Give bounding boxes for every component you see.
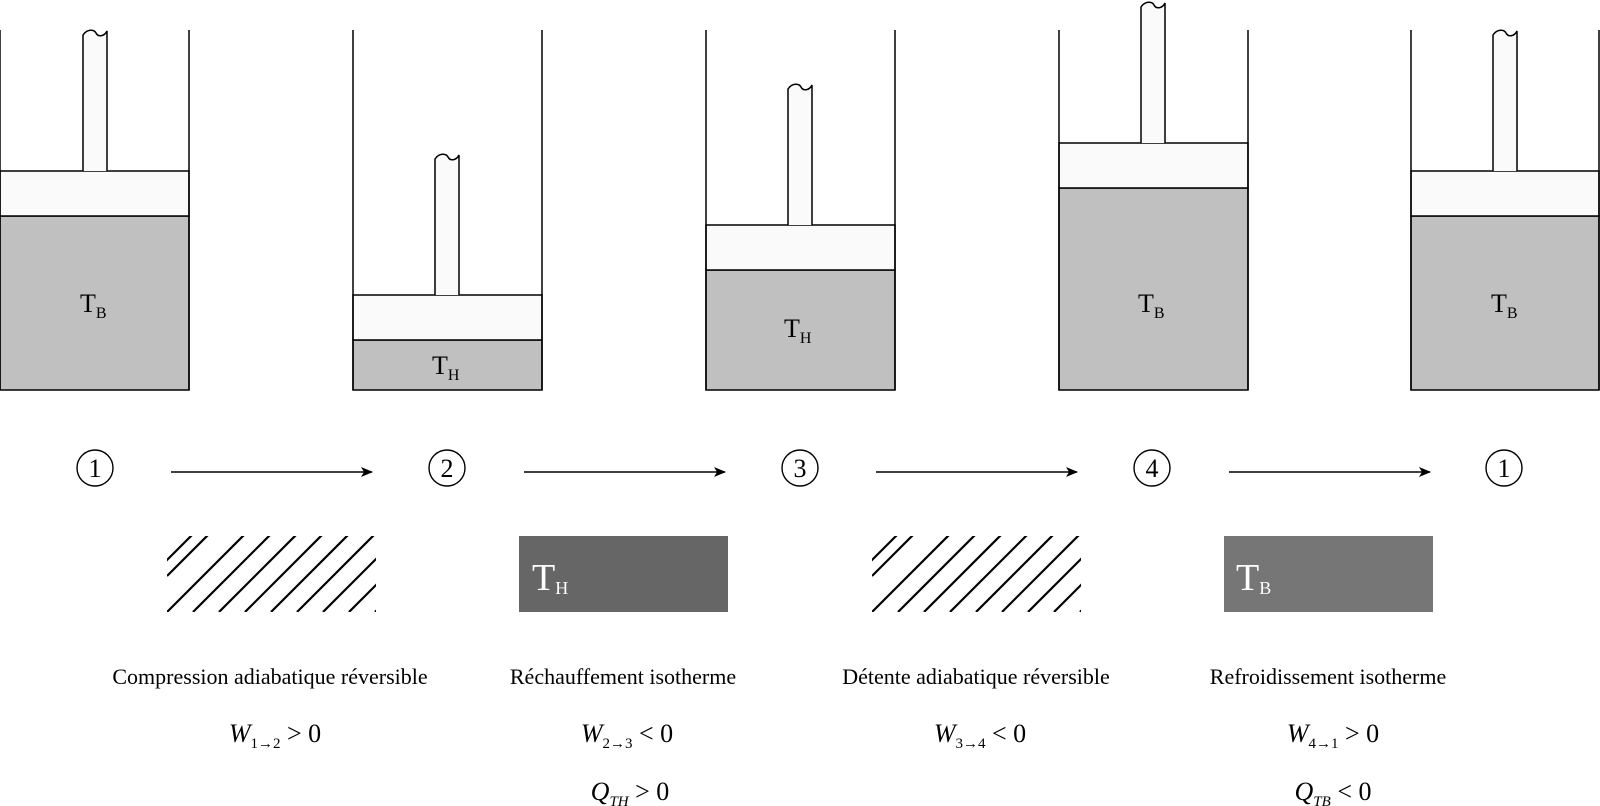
transformation-label-1-2: Compression adiabatique réversible <box>112 664 427 689</box>
state-marker-4: 4 <box>1133 449 1171 487</box>
transformation-label-4-1: Refroidissement isotherme <box>1210 664 1446 689</box>
heat-equation-2-3: QTH > 0 <box>591 777 670 806</box>
adiabatic-wall-hatch-3-4 <box>872 536 1081 612</box>
heat-relation: > 0 <box>629 777 670 806</box>
gas-volume <box>1058 187 1249 391</box>
gas-volume <box>0 215 190 391</box>
heat-subscript: TH <box>609 794 629 806</box>
work-subscript: 1→2 <box>251 736 281 752</box>
state-number: 2 <box>441 454 454 483</box>
work-relation: > 0 <box>281 719 322 748</box>
hot-reservoir-label: TH <box>532 557 568 599</box>
reservoir-subscript: H <box>555 578 568 598</box>
work-symbol: W <box>229 719 253 748</box>
piston <box>1410 170 1600 217</box>
work-equation-1-2: W1→2 > 0 <box>229 719 321 752</box>
temp-subscript: B <box>96 305 107 322</box>
work-relation: < 0 <box>633 719 674 748</box>
gas-temperature-label: TH <box>784 314 812 347</box>
piston-rod <box>82 29 108 171</box>
piston-rod <box>434 153 460 295</box>
piston <box>0 170 190 217</box>
cold-reservoir: TB <box>1224 536 1433 612</box>
state-marker-3: 3 <box>781 449 819 487</box>
state-number: 1 <box>89 454 102 483</box>
work-equation-2-3: W2→3 < 0 <box>581 719 673 752</box>
work-subscript: 3→4 <box>956 736 987 752</box>
gas-volume <box>705 269 896 391</box>
state-number: 4 <box>1146 454 1159 483</box>
hot-reservoir-block <box>519 536 728 612</box>
piston-rod <box>787 83 813 225</box>
piston <box>705 224 896 271</box>
state-circle <box>1133 449 1171 487</box>
work-relation: < 0 <box>986 719 1027 748</box>
temp-subscript: B <box>1154 305 1165 322</box>
work-relation: > 0 <box>1339 719 1380 748</box>
gas-temperature-label: TB <box>80 289 107 322</box>
cold-reservoir-block <box>1224 536 1433 612</box>
state-number: 3 <box>794 454 807 483</box>
state-marker-2: 2 <box>428 449 466 487</box>
hot-reservoir: TH <box>519 536 728 612</box>
work-symbol: W <box>581 719 605 748</box>
reservoir-symbol: T <box>1236 557 1259 599</box>
cylinder-state-4: TB <box>1058 1 1249 391</box>
transformation-label-3-4: Détente adiabatique réversible <box>842 664 1110 689</box>
work-subscript: 2→3 <box>603 736 633 752</box>
gas-temperature-label: TB <box>1491 289 1518 322</box>
temp-subscript: H <box>800 330 812 347</box>
adiabatic-wall-hatch-1-2 <box>167 536 376 612</box>
work-subscript: 4→1 <box>1309 736 1339 752</box>
work-equation-4-1: W4→1 > 0 <box>1287 719 1379 752</box>
piston <box>1058 142 1249 189</box>
temp-symbol: T <box>784 314 800 343</box>
heat-symbol: Q <box>591 777 610 806</box>
piston-rod <box>1140 1 1166 143</box>
reservoir-symbol: T <box>532 557 555 599</box>
cylinder-state-3: TH <box>705 30 896 391</box>
temp-subscript: H <box>448 367 460 384</box>
piston <box>352 294 543 341</box>
state-marker-1-return: 1 <box>1485 449 1523 487</box>
reservoir-subscript: B <box>1259 578 1271 598</box>
work-equation-3-4: W3→4 < 0 <box>934 719 1026 752</box>
state-circle <box>781 449 819 487</box>
gas-temperature-label: TB <box>1138 289 1165 322</box>
temp-symbol: T <box>432 351 448 380</box>
transformation-label-2-3: Réchauffement isotherme <box>510 664 736 689</box>
work-symbol: W <box>934 719 958 748</box>
heat-subscript: TB <box>1313 794 1331 806</box>
temp-subscript: B <box>1507 305 1518 322</box>
state-marker-1: 1 <box>76 449 114 487</box>
heat-symbol: Q <box>1295 777 1314 806</box>
piston-rod <box>1492 29 1518 171</box>
state-number: 1 <box>1498 454 1511 483</box>
temp-symbol: T <box>80 289 96 318</box>
state-circle <box>76 449 114 487</box>
cylinder-state-1-return: TB <box>1410 29 1600 391</box>
heat-equation-4-1: QTB < 0 <box>1295 777 1372 806</box>
temp-symbol: T <box>1138 289 1154 318</box>
cold-reservoir-label: TB <box>1236 557 1271 599</box>
state-circle <box>1485 449 1523 487</box>
cylinder-state-1: TB <box>0 29 190 391</box>
cylinder-state-2: TH <box>352 30 543 391</box>
state-circle <box>428 449 466 487</box>
temp-symbol: T <box>1491 289 1507 318</box>
heat-relation: < 0 <box>1331 777 1372 806</box>
work-symbol: W <box>1287 719 1311 748</box>
gas-temperature-label: TH <box>432 351 460 384</box>
